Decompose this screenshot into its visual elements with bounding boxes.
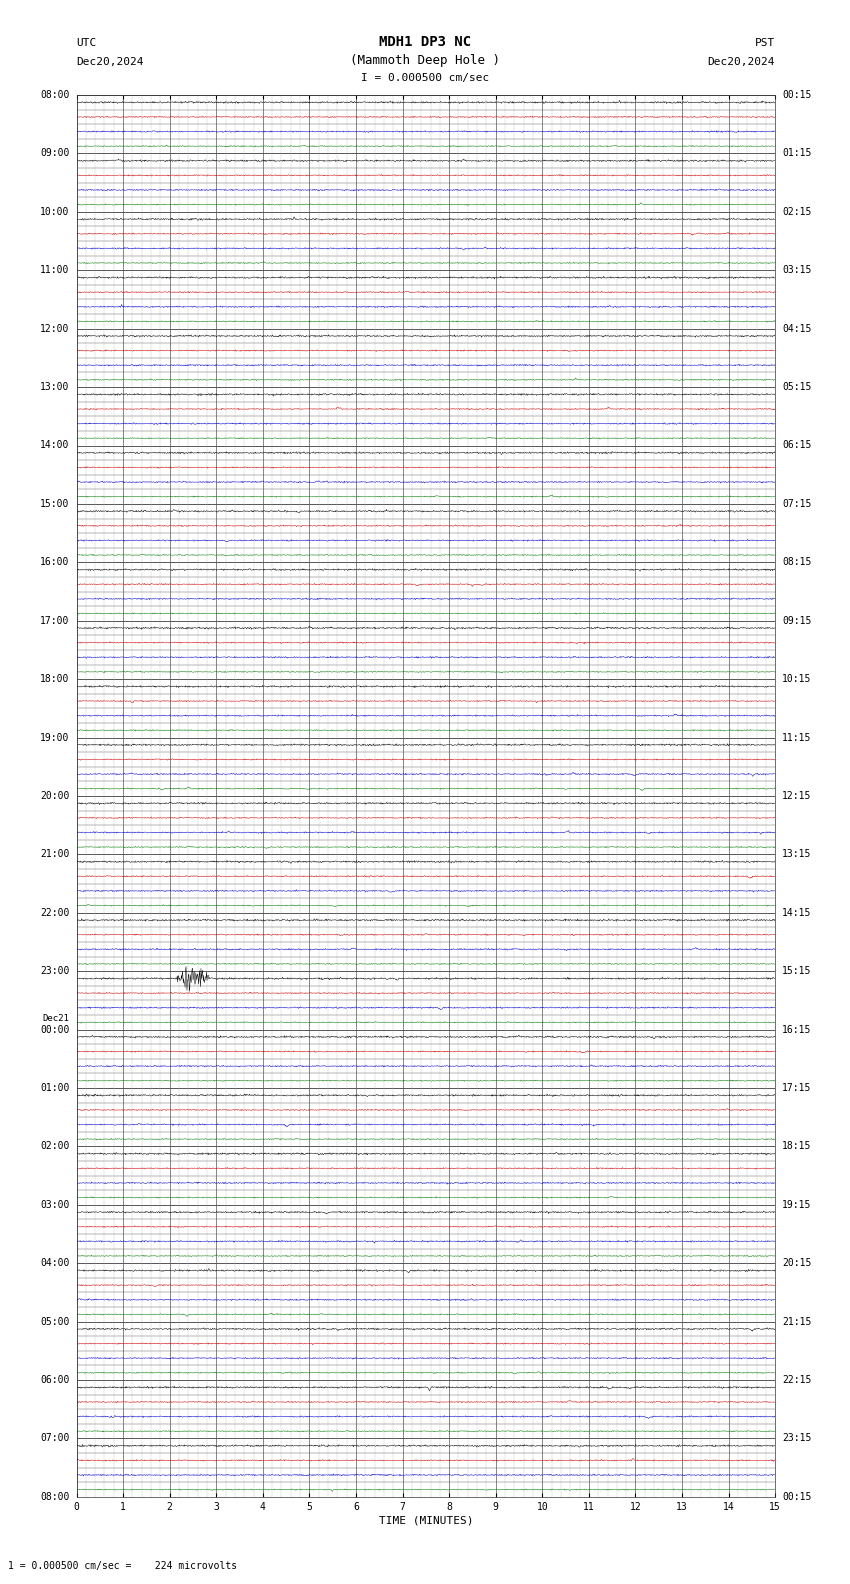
Text: 22:00: 22:00 bbox=[40, 908, 70, 917]
Text: 19:15: 19:15 bbox=[782, 1199, 812, 1210]
Text: 04:00: 04:00 bbox=[40, 1258, 70, 1269]
Text: 06:15: 06:15 bbox=[782, 440, 812, 450]
Text: 07:15: 07:15 bbox=[782, 499, 812, 508]
Text: 03:00: 03:00 bbox=[40, 1199, 70, 1210]
Text: 08:00: 08:00 bbox=[40, 90, 70, 100]
Text: 21:15: 21:15 bbox=[782, 1316, 812, 1327]
Text: Dec21: Dec21 bbox=[42, 1014, 70, 1023]
Text: 05:00: 05:00 bbox=[40, 1316, 70, 1327]
Text: 23:00: 23:00 bbox=[40, 966, 70, 976]
Text: 01:15: 01:15 bbox=[782, 149, 812, 158]
Text: 12:15: 12:15 bbox=[782, 790, 812, 802]
Text: 20:15: 20:15 bbox=[782, 1258, 812, 1269]
Text: (Mammoth Deep Hole ): (Mammoth Deep Hole ) bbox=[350, 54, 500, 67]
Text: 23:15: 23:15 bbox=[782, 1434, 812, 1443]
Text: 02:00: 02:00 bbox=[40, 1142, 70, 1152]
Text: 08:15: 08:15 bbox=[782, 558, 812, 567]
Text: 08:00: 08:00 bbox=[40, 1492, 70, 1502]
Text: 16:00: 16:00 bbox=[40, 558, 70, 567]
Text: 20:00: 20:00 bbox=[40, 790, 70, 802]
Text: 02:15: 02:15 bbox=[782, 208, 812, 217]
Text: 00:15: 00:15 bbox=[782, 90, 812, 100]
Text: 14:00: 14:00 bbox=[40, 440, 70, 450]
Text: 19:00: 19:00 bbox=[40, 732, 70, 743]
Text: 15:00: 15:00 bbox=[40, 499, 70, 508]
Text: 21:00: 21:00 bbox=[40, 849, 70, 860]
Text: 14:15: 14:15 bbox=[782, 908, 812, 917]
Text: 16:15: 16:15 bbox=[782, 1025, 812, 1034]
Text: 17:00: 17:00 bbox=[40, 616, 70, 626]
Text: 00:15: 00:15 bbox=[782, 1492, 812, 1502]
Text: 13:00: 13:00 bbox=[40, 382, 70, 393]
Text: 10:15: 10:15 bbox=[782, 675, 812, 684]
Text: 01:00: 01:00 bbox=[40, 1083, 70, 1093]
Text: 04:15: 04:15 bbox=[782, 323, 812, 334]
Text: I = 0.000500 cm/sec: I = 0.000500 cm/sec bbox=[361, 73, 489, 82]
Text: 11:15: 11:15 bbox=[782, 732, 812, 743]
X-axis label: TIME (MINUTES): TIME (MINUTES) bbox=[378, 1516, 473, 1525]
Text: 11:00: 11:00 bbox=[40, 265, 70, 276]
Text: 15:15: 15:15 bbox=[782, 966, 812, 976]
Text: 05:15: 05:15 bbox=[782, 382, 812, 393]
Text: UTC: UTC bbox=[76, 38, 97, 48]
Text: 00:00: 00:00 bbox=[40, 1025, 70, 1034]
Text: 09:00: 09:00 bbox=[40, 149, 70, 158]
Text: 22:15: 22:15 bbox=[782, 1375, 812, 1384]
Text: 18:15: 18:15 bbox=[782, 1142, 812, 1152]
Text: 13:15: 13:15 bbox=[782, 849, 812, 860]
Text: MDH1 DP3 NC: MDH1 DP3 NC bbox=[379, 35, 471, 49]
Text: 1 = 0.000500 cm/sec =    224 microvolts: 1 = 0.000500 cm/sec = 224 microvolts bbox=[8, 1562, 238, 1571]
Text: 10:00: 10:00 bbox=[40, 208, 70, 217]
Text: Dec20,2024: Dec20,2024 bbox=[708, 57, 775, 67]
Text: Dec20,2024: Dec20,2024 bbox=[76, 57, 144, 67]
Text: 09:15: 09:15 bbox=[782, 616, 812, 626]
Text: 03:15: 03:15 bbox=[782, 265, 812, 276]
Text: 12:00: 12:00 bbox=[40, 323, 70, 334]
Text: PST: PST bbox=[755, 38, 775, 48]
Text: 18:00: 18:00 bbox=[40, 675, 70, 684]
Text: 06:00: 06:00 bbox=[40, 1375, 70, 1384]
Text: 07:00: 07:00 bbox=[40, 1434, 70, 1443]
Text: 17:15: 17:15 bbox=[782, 1083, 812, 1093]
